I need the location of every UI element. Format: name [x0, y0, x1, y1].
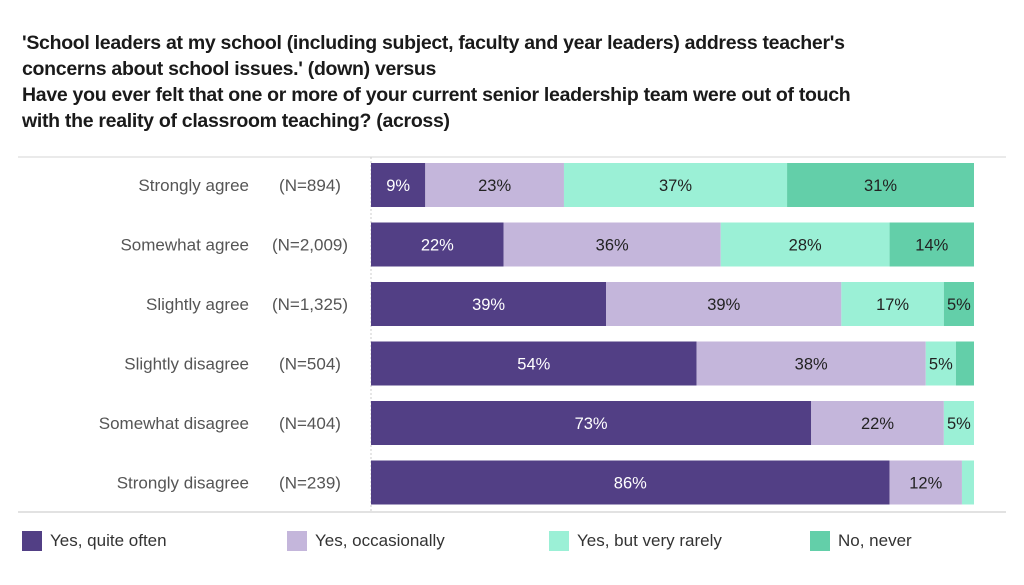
- data-label: 38%: [795, 356, 828, 374]
- legend-swatch: [287, 531, 307, 551]
- sample-size-label: (N=239): [279, 474, 341, 493]
- legend-swatch: [810, 531, 830, 551]
- bar-segment: [425, 163, 564, 207]
- legend-label: No, never: [838, 531, 912, 550]
- legend-item: Yes, but very rarely: [549, 528, 722, 554]
- bar-segment: [925, 341, 956, 386]
- bar-segment: [811, 401, 944, 445]
- category-label: Somewhat disagree: [99, 414, 249, 433]
- bar-segment: [371, 341, 697, 386]
- legend-item: Yes, quite often: [22, 528, 167, 554]
- data-label: 39%: [707, 296, 740, 314]
- bar-segment: [371, 460, 890, 505]
- bar-segment: [503, 222, 721, 267]
- data-label: 5%: [947, 296, 971, 314]
- sample-size-label: (N=404): [279, 414, 341, 433]
- data-label: 22%: [861, 415, 894, 433]
- bar-segment: [961, 460, 974, 505]
- data-label: 23%: [478, 177, 511, 195]
- bar-segment: [606, 282, 842, 326]
- category-label: Slightly agree: [146, 295, 249, 314]
- data-label: 37%: [659, 177, 692, 195]
- title-line: with the reality of classroom teaching? …: [22, 110, 450, 132]
- bar-segment: [889, 222, 974, 267]
- chart-title: 'School leaders at my school (including …: [22, 30, 1012, 134]
- data-label: 36%: [596, 237, 629, 255]
- bar-segment: [371, 222, 504, 267]
- bar-segment: [841, 282, 944, 326]
- bar-segment: [889, 460, 962, 505]
- data-label: 73%: [575, 415, 608, 433]
- legend-label: Yes, but very rarely: [577, 531, 722, 550]
- sample-size-label: (N=504): [279, 355, 341, 374]
- bar-segment: [371, 401, 812, 445]
- data-label: 5%: [947, 415, 971, 433]
- data-label: 28%: [789, 237, 822, 255]
- legend: Yes, quite often Yes, occasionally Yes, bu…: [22, 528, 1022, 554]
- bar-segment: [371, 282, 607, 326]
- bar-segment: [943, 282, 974, 326]
- title-line: concerns about school issues.' (down) ve…: [22, 58, 437, 80]
- data-label: 14%: [915, 237, 948, 255]
- bar-segment: [787, 163, 974, 207]
- data-label: 22%: [421, 237, 454, 255]
- legend-label: Yes, quite often: [50, 531, 167, 550]
- sample-size-label: (N=2,009): [272, 236, 348, 255]
- bar-segment: [955, 341, 974, 386]
- data-label: 86%: [614, 475, 647, 493]
- legend-swatch: [22, 531, 42, 551]
- sample-size-label: (N=894): [279, 176, 341, 195]
- legend-item: No, never: [810, 528, 912, 554]
- title-line: 'School leaders at my school (including …: [22, 32, 845, 54]
- data-label: 17%: [876, 296, 909, 314]
- bar-segment: [563, 163, 788, 207]
- category-label: Strongly agree: [138, 176, 249, 195]
- legend-label: Yes, occasionally: [315, 531, 445, 550]
- bar-segment: [720, 222, 890, 267]
- data-label: 31%: [864, 177, 897, 195]
- category-label: Slightly disagree: [124, 355, 249, 374]
- legend-swatch: [549, 531, 569, 551]
- category-label: Strongly disagree: [117, 474, 249, 493]
- bar-segment: [696, 341, 926, 386]
- data-label: 39%: [472, 296, 505, 314]
- legend-item: Yes, occasionally: [287, 528, 445, 554]
- category-label: Somewhat agree: [120, 236, 249, 255]
- data-label: 54%: [517, 356, 550, 374]
- bar-segment: [943, 401, 974, 445]
- sample-size-label: (N=1,325): [272, 295, 348, 314]
- data-label: 9%: [386, 177, 410, 195]
- bar-segment: [371, 163, 426, 207]
- data-label: 12%: [909, 475, 942, 493]
- data-label: 5%: [929, 356, 953, 374]
- title-line: Have you ever felt that one or more of y…: [22, 84, 851, 106]
